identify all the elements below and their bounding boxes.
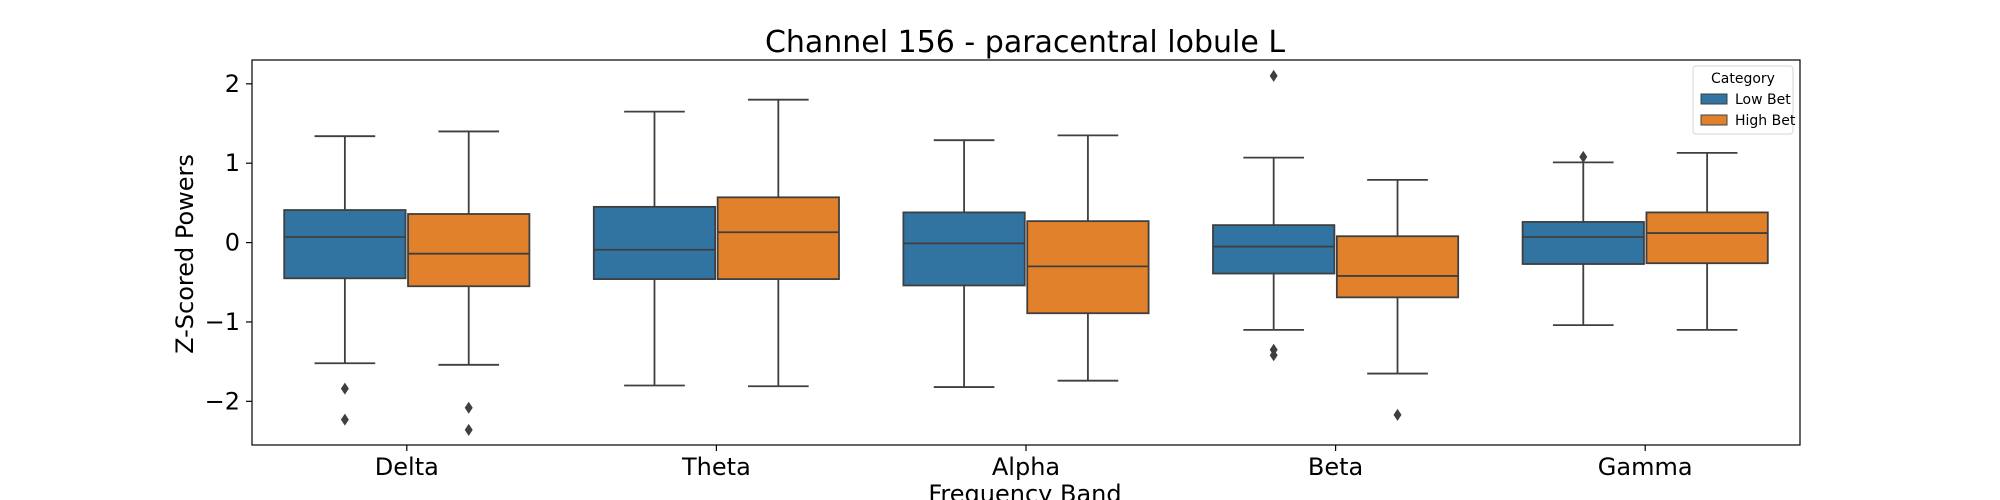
box-group xyxy=(1645,151,1769,331)
box-group xyxy=(592,110,717,387)
box-group xyxy=(283,135,407,426)
y-tick-label: −1 xyxy=(205,308,240,336)
legend: Category Low Bet High Bet xyxy=(1692,65,1796,135)
x-tick-label: Delta xyxy=(375,453,439,481)
outlier-point xyxy=(464,401,473,414)
box-group xyxy=(1521,150,1645,327)
box xyxy=(283,209,407,280)
legend-swatch xyxy=(1700,93,1728,105)
legend-title: Category xyxy=(1711,71,1775,87)
box-group xyxy=(902,139,1026,388)
outlier-point xyxy=(1579,150,1588,163)
box xyxy=(1521,221,1645,265)
y-tick-label: −2 xyxy=(205,387,240,415)
outlier-point xyxy=(340,413,349,426)
box xyxy=(1645,211,1769,265)
y-tick-label: 2 xyxy=(225,70,240,98)
box xyxy=(1335,235,1460,299)
legend-label: Low Bet xyxy=(1735,92,1791,108)
x-tick-label: Gamma xyxy=(1598,453,1693,481)
x-tick-label: Theta xyxy=(681,453,751,481)
box xyxy=(407,213,531,288)
outlier-point xyxy=(1269,69,1278,82)
box xyxy=(1212,224,1336,275)
plot-frame xyxy=(251,59,1801,446)
outlier-point xyxy=(464,423,473,436)
box-group xyxy=(716,98,840,388)
box-group xyxy=(407,130,531,436)
outlier-point xyxy=(1269,349,1278,362)
y-tick-label: 0 xyxy=(225,229,240,257)
x-tick-label: Beta xyxy=(1308,453,1363,481)
box-group xyxy=(1026,134,1150,382)
outlier-point xyxy=(340,382,349,395)
chart-title: Channel 156 - paracentral lobule L xyxy=(765,25,1285,60)
box xyxy=(716,196,840,280)
y-axis-label: Z-Scored Powers xyxy=(171,154,199,354)
box xyxy=(592,205,717,280)
outlier-point xyxy=(1393,408,1402,421)
y-tick-label: 1 xyxy=(225,149,240,177)
box-group xyxy=(1212,69,1336,362)
legend-swatch xyxy=(1700,114,1728,126)
legend-label: High Bet xyxy=(1735,113,1796,129)
box-group xyxy=(1335,178,1460,421)
box xyxy=(902,211,1026,287)
x-axis-label: Frequency Band xyxy=(928,480,1121,500)
x-tick-label: Alpha xyxy=(992,453,1060,481)
